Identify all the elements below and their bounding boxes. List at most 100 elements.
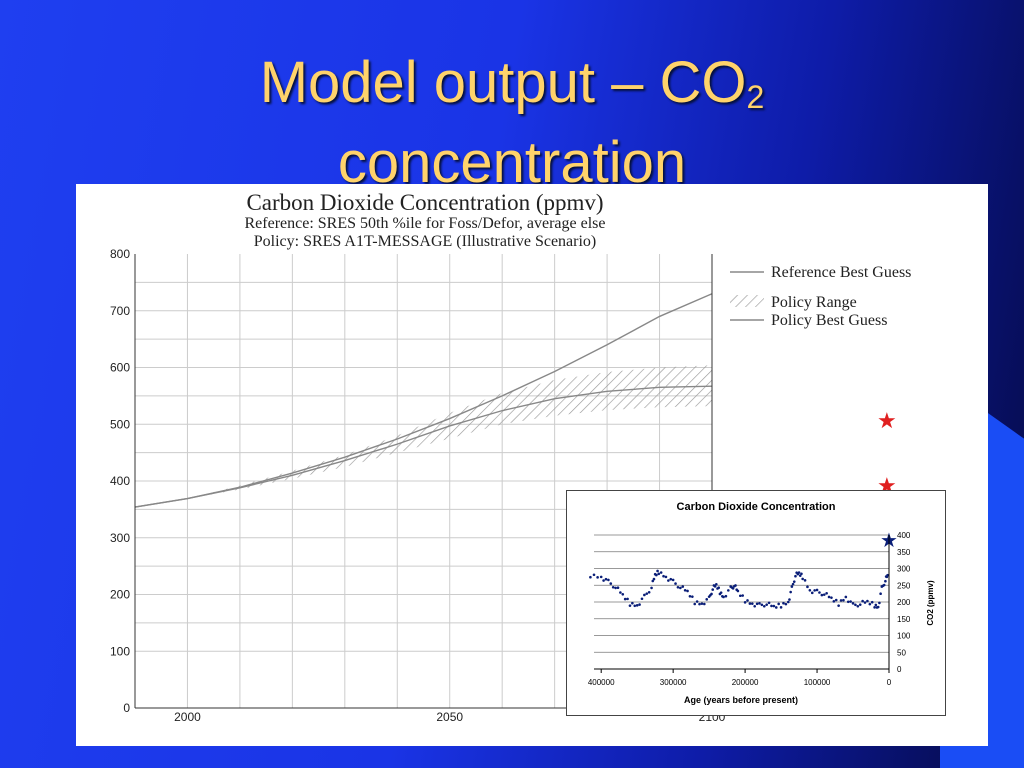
inset-data-point <box>633 604 637 608</box>
inset-data-point <box>825 591 828 595</box>
inset-y-tick-label: 100 <box>897 632 911 641</box>
inset-data-point <box>798 574 802 577</box>
inset-y-tick-label: 400 <box>897 531 911 540</box>
inset-data-point <box>736 589 740 593</box>
inset-data-point <box>794 574 797 578</box>
inset-x-tick-label: 300000 <box>660 678 687 687</box>
main-y-tick-label: 300 <box>110 531 130 545</box>
inset-axes: 0 50 100 150 200 250 300 350 400 400000 300000 2000… <box>588 531 911 687</box>
inset-x-tick-label: 400000 <box>588 678 615 687</box>
inset-data-point <box>710 592 713 596</box>
inset-data-point <box>657 572 661 576</box>
inset-data-point <box>779 606 783 609</box>
inset-data-point <box>719 591 723 594</box>
inset-data-point <box>688 595 692 598</box>
inset-data-point <box>741 594 744 597</box>
inset-data-point <box>731 587 735 590</box>
inset-plot: ★ <box>589 530 898 609</box>
inset-data-point <box>628 604 632 607</box>
inset-data-point <box>755 602 759 606</box>
inset-data-point <box>671 578 675 582</box>
inset-data-point <box>638 603 641 606</box>
inset-data-point <box>800 572 803 576</box>
inset-data-point <box>758 602 761 605</box>
inset-data-point <box>724 594 728 598</box>
inset-data-point <box>693 602 697 606</box>
inset-data-point <box>782 601 785 605</box>
inset-data-point <box>674 582 677 585</box>
main-plot <box>134 293 713 508</box>
inset-data-point <box>695 600 699 603</box>
inset-chart: Carbon Dioxide Concentration ★ 0 50 100 150… <box>588 501 935 705</box>
inset-data-point <box>604 577 608 581</box>
inset-data-point <box>822 593 826 596</box>
inset-xlabel: Age (years before present) <box>684 695 798 705</box>
inset-data-point <box>647 590 651 594</box>
inset-data-point <box>797 571 801 574</box>
main-chart-subtitle-2: Policy: SRES A1T-MESSAGE (Illustrative S… <box>254 233 597 250</box>
inset-data-point <box>664 575 668 579</box>
inset-data-point <box>722 595 725 599</box>
main-chart: Carbon Dioxide Concentration (ppmv) Refe… <box>110 190 911 724</box>
inset-data-point <box>705 598 709 601</box>
inset-data-point <box>679 586 682 590</box>
inset-data-point <box>870 600 874 604</box>
inset-data-point <box>830 596 833 599</box>
inset-data-point <box>589 575 592 579</box>
inset-data-point <box>650 586 653 590</box>
inset-data-point <box>863 601 867 604</box>
main-y-tick-label: 100 <box>110 644 130 658</box>
inset-data-point <box>837 604 840 607</box>
legend-policy-range-swatch <box>730 295 764 307</box>
inset-data-point <box>827 595 831 599</box>
inset-data-point <box>810 591 814 595</box>
inset-data-point <box>813 589 816 592</box>
legend-policy-range-label: Policy Range <box>771 294 857 311</box>
inset-data-point <box>856 604 860 608</box>
inset-data-point <box>772 604 776 608</box>
inset-data-point <box>640 597 644 601</box>
inset-data-point <box>651 579 655 583</box>
inset-data-point <box>621 592 625 596</box>
inset-data-point <box>655 573 658 577</box>
inset-data-point <box>717 586 721 590</box>
inset-data-point <box>866 599 869 603</box>
inset-y-tick-label: 0 <box>897 665 902 674</box>
inset-data-point <box>765 603 768 606</box>
inset-data-point <box>750 602 754 605</box>
inset-data-point <box>631 601 634 605</box>
inset-data-point <box>762 604 766 608</box>
inset-data-point <box>592 573 596 577</box>
inset-data-point <box>844 595 848 599</box>
inset-x-tick-label: 100000 <box>804 678 831 687</box>
inset-data-point <box>614 586 617 590</box>
inset-data-point <box>656 569 659 573</box>
inset-chart-title: Carbon Dioxide Concentration <box>677 501 836 513</box>
inset-data-point <box>839 599 843 602</box>
inset-data-point <box>882 583 886 587</box>
inset-y-tick-label: 350 <box>897 548 911 557</box>
inset-data-point <box>803 579 807 582</box>
inset-data-point <box>808 588 812 592</box>
inset-data-point <box>876 605 880 609</box>
inset-ylabel: CO2 (ppmv) <box>926 580 935 626</box>
inset-data-point <box>832 600 836 603</box>
inset-data-point <box>698 602 701 606</box>
inset-data-point <box>602 579 605 582</box>
inset-data-point <box>711 588 715 591</box>
inset-data-point <box>652 577 656 581</box>
inset-data-point <box>599 575 603 579</box>
inset-y-tick-label: 150 <box>897 615 911 624</box>
inset-data-point <box>739 594 742 598</box>
inset-data-point <box>801 577 804 581</box>
inset-data-point <box>683 588 687 592</box>
legend-reference-best-guess-label: Reference Best Guess <box>771 264 911 281</box>
inset-data-point <box>767 601 771 605</box>
inset-data-point <box>635 604 639 607</box>
inset-y-tick-label: 300 <box>897 565 911 574</box>
main-x-tick-label: 2000 <box>174 710 201 724</box>
inset-data-point <box>770 604 773 608</box>
inset-data-point <box>611 585 615 589</box>
main-y-tick-label: 400 <box>110 474 130 488</box>
